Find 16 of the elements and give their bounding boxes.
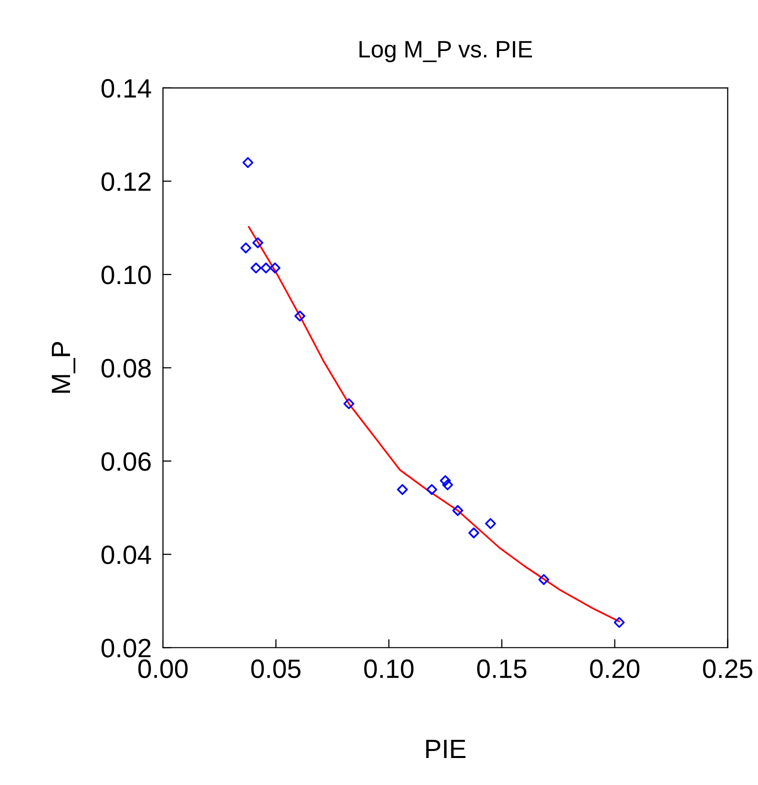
x-tick-label: 0.15	[477, 659, 526, 678]
y-tick-label: 0.06	[102, 452, 151, 471]
x-tick-label: 0.10	[364, 659, 414, 678]
y-tick-label: 0.02	[102, 638, 151, 658]
y-tick-label: 0.10	[102, 266, 151, 284]
y-tick-label: 0.04	[102, 545, 152, 564]
x-tick-label: 0.20	[590, 659, 640, 678]
y-tick-label: 0.14	[102, 79, 152, 98]
y-axis-title: M_P	[52, 342, 76, 393]
y-tick-label: 0.12	[102, 172, 151, 192]
x-axis-title: PIE	[426, 740, 466, 758]
x-tick-label: 0.05	[251, 659, 300, 678]
chart-title: Log M_P vs. PIE	[360, 41, 532, 62]
y-tick-label: 0.08	[102, 358, 151, 378]
x-tick-label: 0.00	[138, 659, 188, 678]
x-tick-label: 0.25	[703, 659, 752, 678]
